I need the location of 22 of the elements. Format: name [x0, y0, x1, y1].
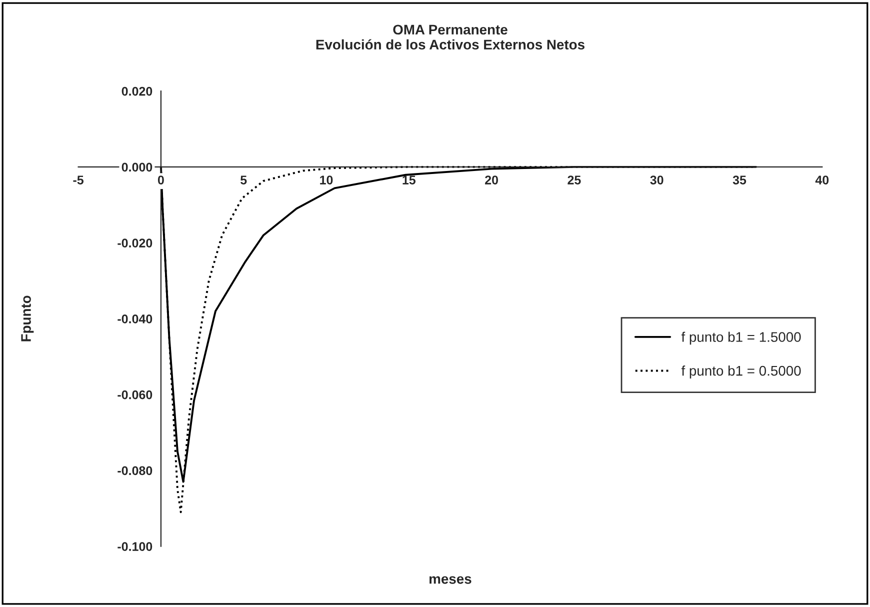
x-tick-label: 40	[815, 176, 829, 184]
x-tick-label: 30	[650, 176, 664, 184]
legend-label: f punto b1 = 0.5000	[681, 366, 801, 378]
x-tick-label: 20	[485, 176, 498, 184]
legend-label: f punto b1 = 1.5000	[681, 332, 801, 345]
y-tick-label: 0.000	[122, 162, 152, 172]
x-tick-label: 0	[158, 176, 164, 184]
x-tick-label: 15	[402, 176, 416, 184]
y-tick-label: -0.060	[118, 390, 152, 400]
x-tick-label: 5	[240, 176, 247, 184]
y-tick-label: -0.020	[118, 238, 152, 248]
x-axis-title: meses	[430, 576, 472, 584]
y-tick-label: -0.100	[118, 542, 152, 551]
y-tick-label: -0.040	[118, 314, 152, 324]
chart-title: OMA Permanente Evolución de los Activos Externos Netos	[316, 24, 584, 50]
x-tick-label: 35	[732, 176, 746, 184]
y-tick-label: 0.020	[122, 86, 152, 96]
x-tick-label: -5	[73, 176, 84, 184]
x-tick-label: 25	[568, 176, 581, 184]
y-tick-label: -0.080	[118, 466, 152, 476]
x-tick-label: 10	[320, 176, 333, 184]
y-axis-title: Fpunto	[21, 296, 34, 342]
